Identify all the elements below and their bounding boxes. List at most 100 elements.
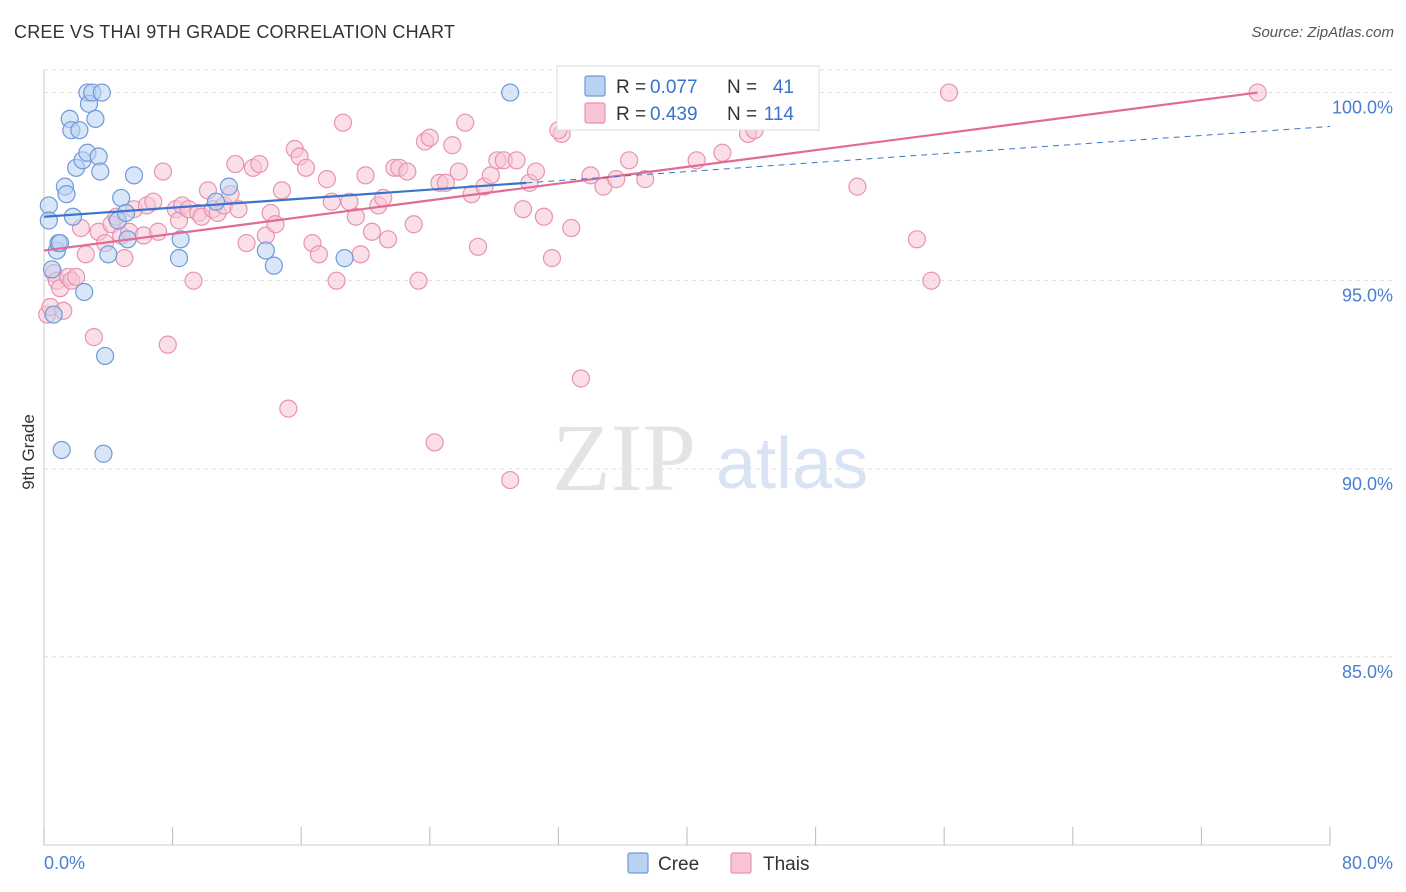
thai-point	[607, 170, 626, 189]
cree-point	[89, 147, 108, 166]
thai-point	[250, 154, 269, 174]
thai-trend-line	[43, 91, 1258, 252]
cree-point	[94, 444, 113, 463]
thai-point	[356, 166, 375, 185]
x-tick-label-min: 0.0%	[44, 853, 85, 873]
cree-point	[44, 305, 63, 324]
thai-point	[229, 200, 248, 219]
thai-point	[378, 230, 398, 249]
cree-point	[91, 162, 110, 181]
thai-point	[848, 177, 867, 196]
legend-bottom-thai-swatch	[730, 852, 752, 874]
thai-point	[346, 207, 365, 226]
watermark-atlas: atlas	[716, 424, 868, 504]
thai-point	[456, 113, 475, 132]
legend-bottom: Cree Thais	[627, 852, 809, 875]
thai-point	[468, 237, 488, 256]
thai-point	[279, 399, 298, 418]
thai-point	[333, 113, 353, 132]
thai-point	[226, 154, 245, 174]
thai-point	[404, 215, 423, 234]
y-tick-label: 90.0%	[1342, 474, 1393, 494]
legend-cree-n-value: 41	[773, 77, 794, 98]
y-tick-label: 100.0%	[1332, 98, 1393, 118]
chart-title: CREE VS THAI 9TH GRADE CORRELATION CHART	[14, 22, 456, 42]
cree-point	[124, 166, 144, 185]
cree-point	[264, 256, 283, 275]
cree-point	[206, 192, 226, 211]
thai-point	[362, 222, 382, 241]
y-axis-title: 9th Grade	[19, 414, 38, 490]
thai-point	[327, 271, 346, 290]
thai-point	[420, 128, 439, 147]
thai-point	[907, 230, 926, 249]
source-label: Source: ZipAtlas.com	[1251, 24, 1394, 41]
cree-trend-extension	[526, 125, 1331, 184]
thai-point	[449, 162, 468, 181]
thai-point	[425, 433, 444, 452]
cree-point	[70, 121, 89, 140]
cree-point	[42, 260, 62, 279]
thai-point	[84, 328, 103, 347]
thai-point	[534, 207, 554, 226]
thai-point	[149, 222, 168, 241]
cree-point	[171, 230, 190, 249]
legend-thai-r-value: 0.439	[650, 104, 698, 125]
legend-cree-swatch	[584, 75, 606, 97]
x-tick-label-max: 80.0%	[1342, 853, 1393, 873]
cree-point	[39, 211, 58, 230]
thai-point	[409, 271, 428, 290]
legend-bottom-cree-label: Cree	[658, 854, 699, 875]
thai-point	[620, 151, 639, 170]
legend-thai-r-label: R =	[616, 104, 646, 125]
thai-point	[266, 215, 285, 234]
cree-point	[169, 249, 189, 268]
legend-top: R = 0.077 N = 41 R = 0.439 N = 114	[556, 65, 820, 131]
legend-thai-n-label: N =	[727, 104, 757, 125]
thai-point	[317, 170, 337, 189]
watermark: ZIP atlas	[552, 404, 868, 511]
y-tick-label: 85.0%	[1342, 662, 1393, 682]
cree-point	[63, 207, 83, 226]
cree-point	[57, 185, 76, 204]
cree-point	[99, 245, 118, 264]
watermark-zip: ZIP	[552, 404, 696, 511]
legend-thai-n-value: 114	[764, 104, 795, 125]
legend-bottom-thai-label: Thais	[763, 854, 809, 875]
cree-point	[86, 109, 105, 129]
cree-point	[501, 83, 520, 102]
cree-point	[116, 203, 136, 223]
legend-cree-r-label: R =	[616, 77, 646, 98]
thai-point	[296, 158, 316, 177]
thai-point	[713, 143, 732, 162]
thai-point	[398, 162, 417, 181]
cree-points	[39, 83, 520, 463]
thai-point	[144, 192, 163, 211]
thai-point	[571, 369, 591, 388]
trend-lines	[43, 91, 1331, 252]
thai-point	[309, 245, 328, 264]
thai-point	[542, 249, 562, 268]
y-tick-label: 95.0%	[1342, 286, 1393, 306]
cree-trend-line	[43, 181, 527, 218]
thai-point	[481, 166, 500, 185]
thai-point	[158, 335, 177, 354]
thai-point	[237, 233, 256, 253]
thai-point	[351, 245, 370, 264]
thai-point	[153, 162, 173, 181]
thai-point	[115, 249, 134, 268]
thai-point	[922, 271, 941, 290]
thai-point	[443, 136, 462, 155]
thai-point	[76, 245, 95, 264]
thai-point	[184, 271, 203, 290]
thai-point	[501, 470, 520, 490]
cree-point	[75, 282, 94, 302]
cree-point	[219, 177, 238, 196]
thai-point	[272, 181, 292, 200]
legend-cree-r-value: 0.077	[650, 77, 698, 98]
thai-point	[939, 83, 959, 102]
thai-point	[526, 162, 545, 181]
cree-point	[112, 188, 131, 208]
y-tick-labels: 85.0% 90.0% 95.0% 100.0%	[1332, 98, 1393, 682]
